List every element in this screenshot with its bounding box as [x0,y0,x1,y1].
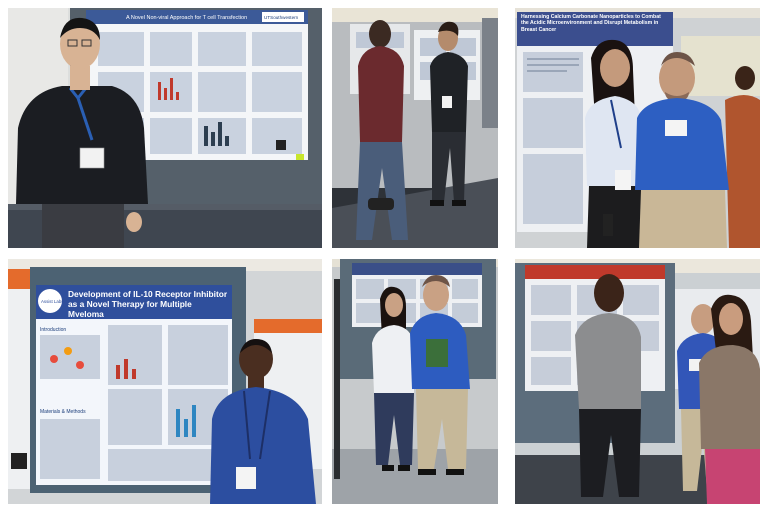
poster-title-4: Development of IL-10 Receptor Inhibitor … [68,289,228,317]
poster-logo-1: UTSouthwestern [264,15,299,20]
poster-title-1: A Novel Non-viral Approach for T cell Tr… [126,15,247,21]
poster-section-introduction: Introduction [40,327,66,333]
poster-title-3: Harnessing Calcium Carbonate Nanoparticl… [521,14,661,33]
poster-section-materials: Materials & Methods [40,409,86,415]
photo-pair-at-poster [332,259,498,504]
photo-poster-presenter-1: A Novel Non-viral Approach for T cell Tr… [8,8,322,248]
poster-logo-4: Assist Labs [41,299,64,304]
photo-presenter-with-colleague: Harnessing Calcium Carbonate Nanoparticl… [515,8,760,248]
photo-il10-poster-presenter: Assist Labs Development of IL-10 Recepto… [8,259,322,504]
photo-group-discussion [515,259,760,504]
photo-conversation-at-posters [332,8,498,248]
